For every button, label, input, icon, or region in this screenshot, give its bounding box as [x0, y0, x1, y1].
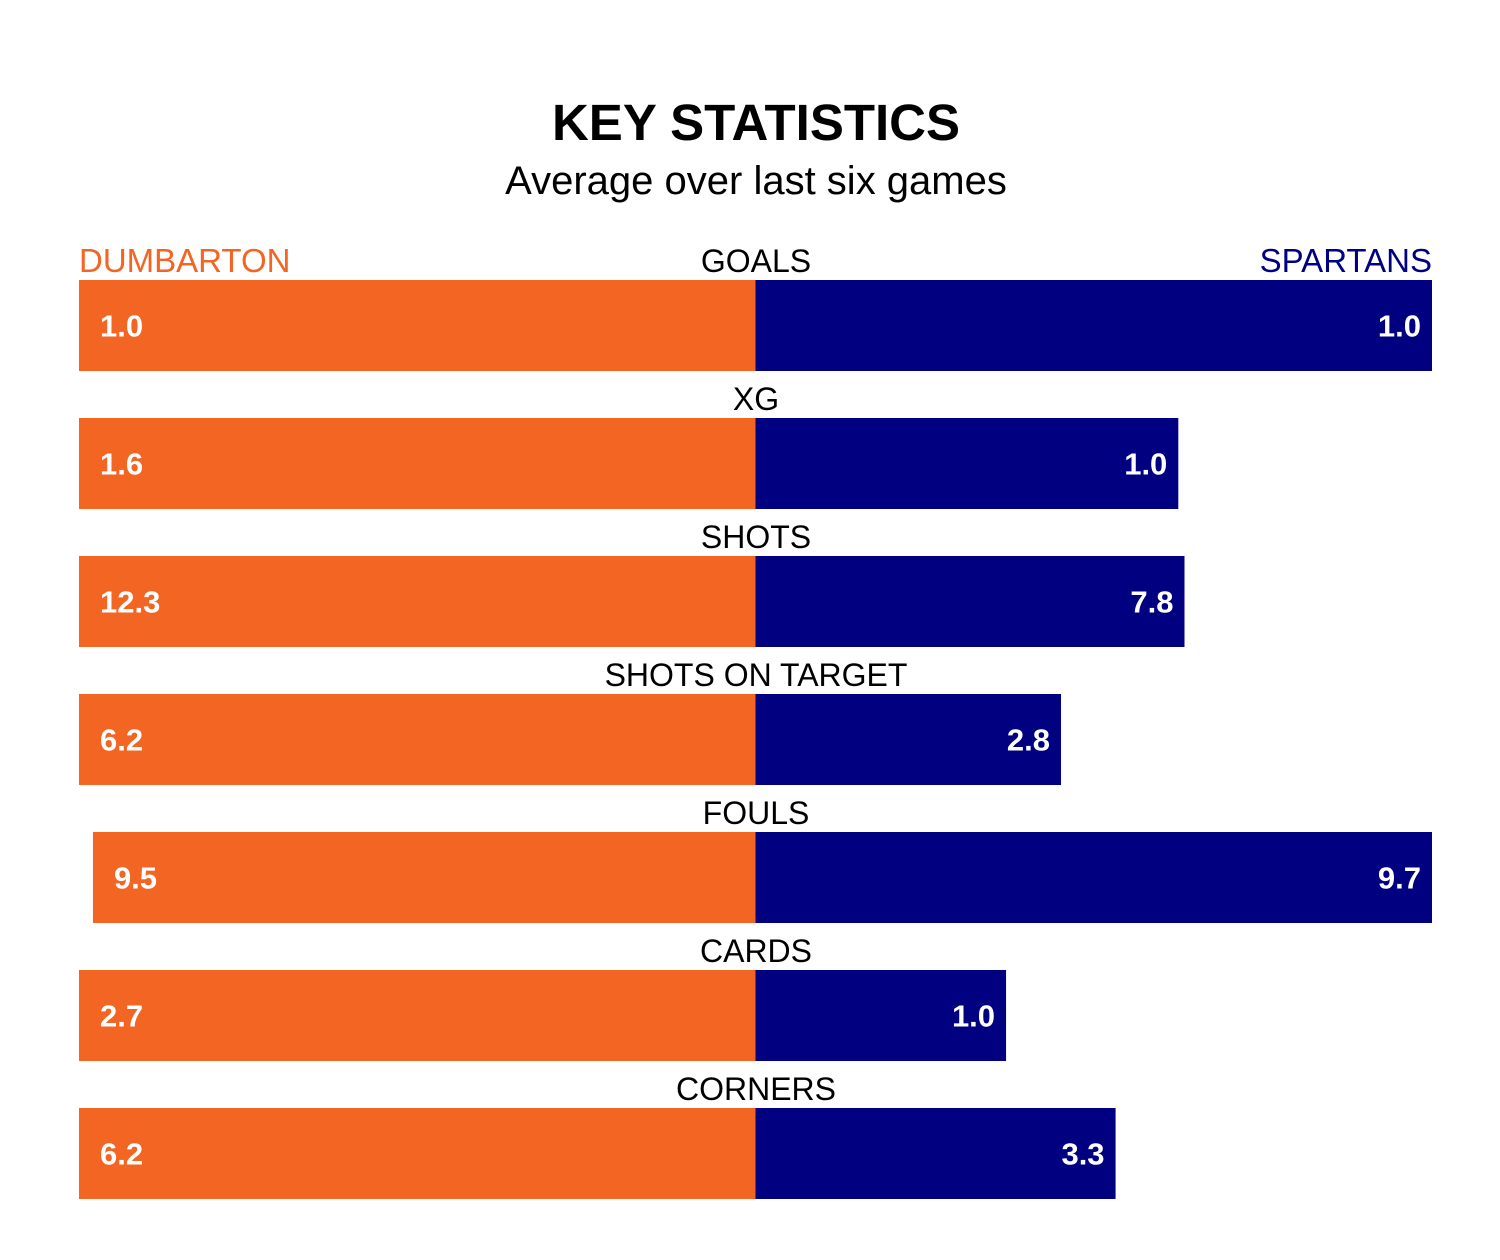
- bar-home-fouls: [92, 832, 756, 923]
- stat-row-corners: CORNERS 6.2 3.3: [79, 1071, 1116, 1199]
- legend-away-team: SPARTANS: [1260, 242, 1432, 279]
- value-home-cards: 2.7: [100, 999, 143, 1034]
- stat-label-cards: CARDS: [700, 933, 812, 969]
- bar-away-shots: [755, 556, 1185, 647]
- stat-row-fouls: FOULS 9.5 9.7: [92, 795, 1432, 923]
- bar-away-goals: [755, 280, 1432, 371]
- value-home-xg: 1.6: [100, 447, 143, 482]
- stat-label-fouls: FOULS: [703, 795, 810, 831]
- bar-away-cards: [755, 970, 1007, 1061]
- stat-row-shots-on-target: SHOTS ON TARGET 6.2 2.8: [79, 657, 1062, 785]
- bar-home-shots: [79, 556, 756, 647]
- stat-row-xg: XG 1.6 1.0: [79, 381, 1179, 509]
- value-away-corners: 3.3: [1061, 1137, 1104, 1172]
- bar-away-fouls: [755, 832, 1432, 923]
- value-away-goals: 1.0: [1378, 309, 1421, 344]
- stat-row-shots: SHOTS 12.3 7.8: [79, 519, 1185, 647]
- bar-home-corners: [79, 1108, 756, 1199]
- legend-home-team: DUMBARTON: [79, 242, 290, 279]
- bar-home-cards: [79, 970, 756, 1061]
- stat-label-xg: XG: [733, 381, 779, 417]
- stat-label-shots-on-target: SHOTS ON TARGET: [605, 657, 908, 693]
- value-home-goals: 1.0: [100, 309, 143, 344]
- value-away-xg: 1.0: [1124, 447, 1167, 482]
- stat-label-corners: CORNERS: [676, 1071, 836, 1107]
- value-home-shots: 12.3: [100, 585, 160, 620]
- bar-away-xg: [755, 418, 1179, 509]
- chart-title: KEY STATISTICS: [552, 94, 960, 151]
- bar-away-shots-on-target: [755, 694, 1062, 785]
- stat-label-shots: SHOTS: [701, 519, 811, 555]
- bar-home-xg: [79, 418, 756, 509]
- stat-row-cards: CARDS 2.7 1.0: [79, 933, 1007, 1061]
- value-away-fouls: 9.7: [1378, 861, 1421, 896]
- value-home-fouls: 9.5: [114, 861, 157, 896]
- stat-rows: GOALS 1.0 1.0 XG 1.6 1.0 SHOTS 12.3 7.8 SHOTS ON …: [79, 243, 1432, 1199]
- bar-home-shots-on-target: [79, 694, 756, 785]
- chart-subtitle: Average over last six games: [505, 159, 1007, 203]
- value-away-shots-on-target: 2.8: [1007, 723, 1050, 758]
- bar-away-corners: [755, 1108, 1116, 1199]
- value-home-corners: 6.2: [100, 1137, 143, 1172]
- value-away-cards: 1.0: [952, 999, 995, 1034]
- stat-label-goals: GOALS: [701, 243, 811, 279]
- value-away-shots: 7.8: [1130, 585, 1173, 620]
- bar-home-goals: [79, 280, 756, 371]
- stat-row-goals: GOALS 1.0 1.0: [79, 243, 1432, 371]
- value-home-shots-on-target: 6.2: [100, 723, 143, 758]
